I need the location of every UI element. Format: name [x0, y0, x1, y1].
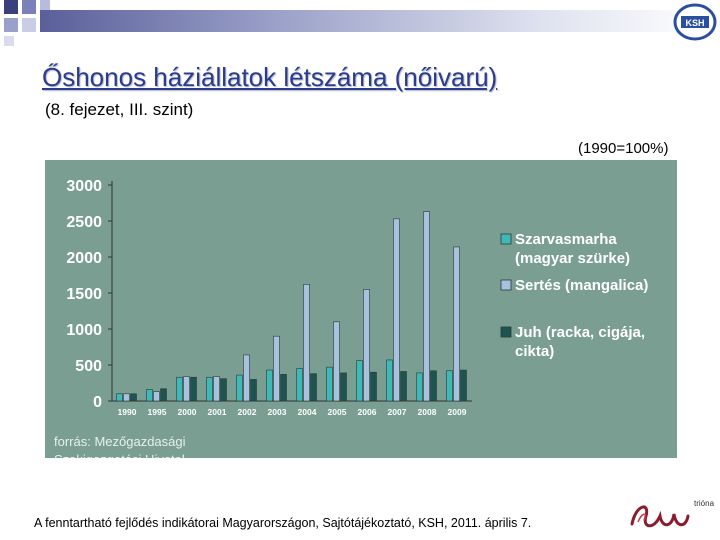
ksh-logo: KSH — [673, 3, 717, 41]
bar-2-2009 — [453, 246, 460, 402]
bar-1-2003 — [266, 369, 273, 402]
y-tick-label: 3000 — [66, 178, 102, 195]
bar-2-2004 — [303, 284, 310, 402]
x-tick-label: 2002 — [238, 407, 257, 417]
x-tick-label: 2007 — [388, 407, 407, 417]
legend-label-1: Szarvasmarha (magyar szürke) — [515, 231, 630, 267]
basis-note: (1990=100%) — [578, 140, 669, 157]
ksh-logo-text: KSH — [685, 18, 704, 28]
y-tick-label: 0 — [93, 394, 102, 411]
bar-3-2008 — [430, 370, 437, 402]
x-tick-label: 2006 — [358, 407, 377, 417]
bar-2-2007 — [393, 218, 400, 402]
legend-swatch-1 — [500, 233, 512, 245]
legend-swatch-3 — [500, 326, 512, 338]
bar-3-2004 — [310, 373, 317, 402]
bar-3-1995 — [160, 388, 167, 402]
bar-1-2001 — [206, 376, 213, 402]
bar-1-2006 — [356, 360, 363, 402]
bar-2-2006 — [363, 289, 370, 402]
x-tick-label: 2009 — [448, 407, 467, 417]
bar-chart: 0 500 1000 1500 2000 2500 3000 1990 1995 2000 2001… — [66, 178, 648, 417]
decor-square — [22, 18, 36, 32]
bar-3-2003 — [280, 374, 287, 402]
bar-3-2007 — [400, 371, 407, 402]
bar-2-1995 — [153, 391, 160, 402]
y-tick-label: 2500 — [66, 214, 102, 231]
bar-2-2001 — [213, 376, 220, 402]
bar-1-2000 — [176, 376, 183, 402]
x-tick-label: 1995 — [148, 407, 167, 417]
bar-1-2004 — [296, 368, 303, 402]
bar-1-1990 — [116, 393, 123, 402]
decor-square — [22, 0, 36, 14]
bar-2-1990 — [123, 393, 130, 402]
bar-1-1995 — [146, 389, 153, 402]
bar-1-2009 — [446, 370, 453, 402]
x-tick-label: 2004 — [298, 407, 317, 417]
bar-3-2001 — [220, 378, 227, 402]
decor-square — [40, 0, 50, 10]
bar-2-2003 — [273, 335, 280, 402]
x-tick-label: 2008 — [418, 407, 437, 417]
y-tick-label: 2000 — [66, 250, 102, 267]
slide-subtitle: (8. fejezet, III. szint) — [45, 100, 194, 119]
bar-2-2008 — [423, 211, 430, 402]
decor-square — [4, 36, 14, 46]
footer-citation: A fenntartható fejlődés indikátorai Magy… — [34, 516, 532, 530]
decor-square — [4, 0, 18, 14]
y-tick-label: 1500 — [66, 286, 102, 303]
bar-3-2005 — [340, 372, 347, 402]
bar-1-2002 — [236, 374, 243, 402]
legend-label-2: Sertés (mangalica) — [515, 277, 648, 294]
bar-3-2006 — [370, 371, 377, 402]
source-note: forrás: Mezőgazdasági Szakigazgatási Hiv… — [54, 434, 186, 458]
x-tick-label: 2005 — [328, 407, 347, 417]
y-tick-label: 1000 — [66, 322, 102, 339]
bar-3-2000 — [190, 376, 197, 402]
x-tick-label: 2003 — [268, 407, 287, 417]
x-tick-label: 2000 — [178, 407, 197, 417]
bar-1-2007 — [386, 359, 393, 402]
legend-label-3: Juh (racka, cigája, cikta) — [515, 324, 645, 360]
y-tick-label: 500 — [75, 358, 102, 375]
decor-square — [4, 18, 18, 32]
x-tick-label: 1990 — [118, 407, 137, 417]
x-tick-label: 2001 — [208, 407, 227, 417]
legend-swatch-2 — [500, 279, 512, 291]
slide-title: Őshonos háziállatok létszáma (nőivarú) — [42, 62, 498, 92]
eu-triona-logo: trióna — [630, 499, 715, 528]
bar-3-2009 — [460, 369, 467, 402]
bar-1-2008 — [416, 372, 423, 402]
bar-2-2000 — [183, 376, 190, 402]
header-bar — [40, 10, 710, 32]
bar-3-2002 — [250, 379, 257, 402]
bar-2-2002 — [243, 354, 250, 402]
bar-1-2005 — [326, 366, 333, 402]
chart-panel: 0 500 1000 1500 2000 2500 3000 1990 1995 2000 2001… — [45, 160, 677, 458]
bar-3-1990 — [130, 393, 137, 402]
triona-logo-text: trióna — [694, 499, 715, 508]
bar-2-2005 — [333, 321, 340, 402]
